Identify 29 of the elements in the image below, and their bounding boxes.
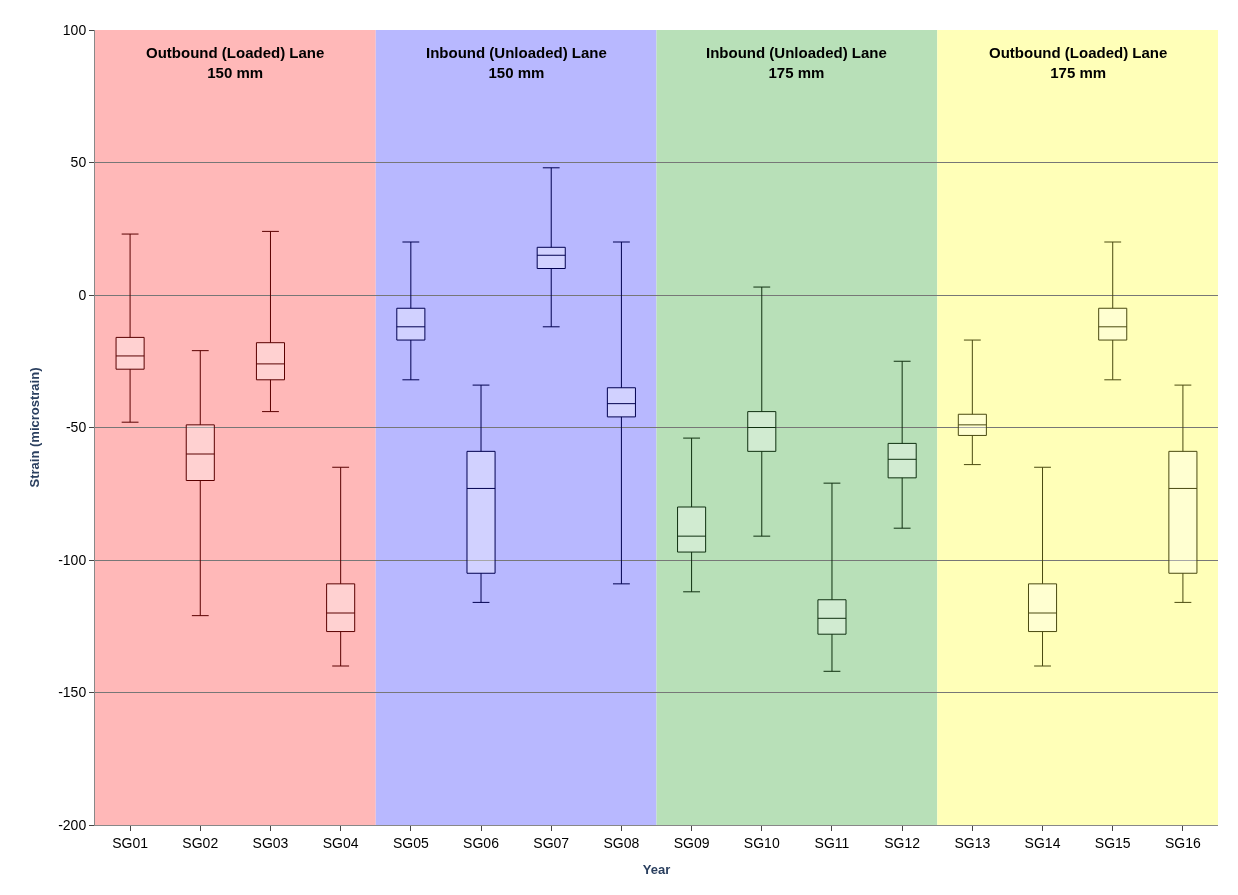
x-tick-label: SG04 xyxy=(322,834,359,851)
x-tick-label: SG07 xyxy=(533,834,570,851)
x-tick-label: SG15 xyxy=(1094,834,1131,851)
band-label: Inbound (Unloaded) Lane 150 mm xyxy=(426,44,607,81)
band-label: Outbound (Loaded) Lane 150 mm xyxy=(146,44,325,81)
x-tick-label: SG11 xyxy=(814,834,850,851)
x-tick-label: SG08 xyxy=(603,834,640,851)
x-tick-label: SG03 xyxy=(252,834,289,851)
y-tick-label: -150 xyxy=(58,684,87,701)
y-tick-label: 50 xyxy=(70,154,87,171)
x-axis-title: Year xyxy=(642,862,671,878)
y-tick-label: 0 xyxy=(78,286,87,303)
y-tick-label: -200 xyxy=(58,816,87,833)
x-tick-label: SG01 xyxy=(112,834,149,851)
y-tick-label: 100 xyxy=(62,21,87,38)
x-tick-label: SG05 xyxy=(392,834,429,851)
x-tick-label: SG13 xyxy=(954,834,991,851)
y-tick-label: -50 xyxy=(65,419,87,436)
band-label: Outbound (Loaded) Lane 175 mm xyxy=(989,44,1168,81)
y-axis-title: Strain (microstrain) xyxy=(27,367,43,488)
x-tick-label: SG12 xyxy=(884,834,921,851)
x-tick-label: SG16 xyxy=(1165,834,1202,851)
x-tick-label: SG06 xyxy=(463,834,500,851)
x-tick-label: SG14 xyxy=(1024,834,1061,851)
x-tick-label: SG02 xyxy=(182,834,219,851)
y-tick-label: -100 xyxy=(58,551,87,568)
band-label: Inbound (Unloaded) Lane 175 mm xyxy=(706,44,887,81)
x-tick-label: SG09 xyxy=(673,834,710,851)
x-tick-label: SG10 xyxy=(743,834,780,851)
